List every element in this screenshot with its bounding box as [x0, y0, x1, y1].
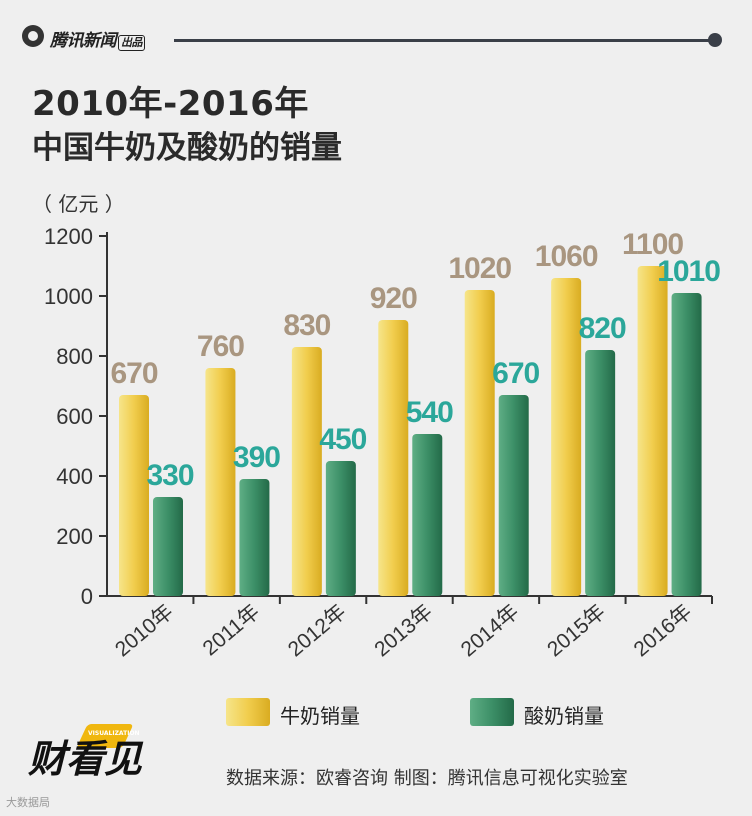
data-label-milk: 1020	[448, 252, 511, 285]
bar-milk	[291, 347, 322, 596]
bar-yogurt	[671, 293, 702, 596]
y-tick-label: 800	[56, 344, 93, 369]
data-label-yogurt: 330	[146, 459, 193, 492]
x-tick-label: 2013年	[370, 600, 437, 661]
bar-yogurt	[585, 350, 616, 596]
y-tick-label: 0	[81, 584, 93, 609]
data-label-yogurt: 540	[406, 396, 453, 429]
brand-name: 腾讯新闻 出品	[50, 26, 145, 51]
y-axis-unit-label: （ 亿元 ）	[32, 192, 125, 216]
x-tick-label: 2014年	[457, 600, 524, 661]
bar-yogurt	[412, 434, 443, 596]
y-tick-label: 600	[56, 404, 93, 429]
y-tick-label: 400	[56, 464, 93, 489]
data-label-yogurt: 670	[492, 357, 539, 390]
data-label-yogurt: 390	[233, 441, 280, 474]
legend-yogurt-label: 酸奶销量	[524, 704, 604, 728]
header-dot-icon	[708, 33, 722, 47]
legend-yogurt-swatch	[470, 698, 514, 726]
data-label-milk: 830	[283, 309, 330, 342]
bottom-logo-text: 财看见	[28, 737, 143, 781]
data-label-yogurt: 1010	[657, 255, 720, 288]
bar-milk	[464, 290, 495, 596]
bar-milk	[119, 395, 149, 596]
x-tick-label: 2011年	[199, 600, 264, 660]
header-divider	[174, 39, 714, 42]
brand-tag: 出品	[118, 35, 145, 51]
y-tick-label: 1200	[44, 224, 93, 249]
corner-watermark: 大数据局	[6, 796, 50, 809]
bar-yogurt	[498, 395, 529, 596]
bar-milk	[378, 320, 409, 596]
header-bar: 腾讯新闻 出品	[22, 22, 732, 52]
data-label-milk: 920	[370, 282, 417, 315]
x-tick-label: 2010年	[111, 600, 178, 661]
legend-milk-label: 牛奶销量	[280, 704, 360, 728]
source-note: 数据来源：欧睿咨询 制图：腾讯信息可视化实验室	[226, 768, 628, 789]
bar-yogurt	[325, 461, 356, 596]
legend-milk-swatch	[226, 698, 270, 726]
brand-text: 腾讯新闻	[50, 31, 117, 51]
bar-yogurt	[239, 479, 270, 596]
data-label-milk: 760	[197, 330, 244, 363]
x-tick-label: 2016年	[630, 600, 697, 661]
data-label-milk: 670	[110, 357, 157, 390]
data-label-yogurt: 820	[579, 312, 626, 345]
chart-title-line1: 2010年-2016年	[32, 84, 309, 124]
x-tick-label: 2015年	[543, 600, 610, 661]
bar-yogurt	[153, 497, 183, 596]
bar-milk	[637, 266, 668, 596]
y-tick-label: 1000	[44, 284, 93, 309]
chart-title-line2: 中国牛奶及酸奶的销量	[32, 130, 342, 166]
bar-milk	[551, 278, 582, 596]
data-label-yogurt: 450	[319, 423, 366, 456]
x-tick-label: 2012年	[284, 600, 351, 661]
bottom-logo-small-text: VISUALIZATION	[88, 730, 140, 737]
data-label-milk: 1100	[622, 228, 683, 261]
bottom-brand-logo: 财看见 VISUALIZATION	[28, 722, 148, 782]
tencent-logo-icon	[22, 25, 44, 47]
bar-milk	[205, 368, 236, 596]
data-label-milk: 1060	[535, 240, 598, 273]
y-tick-label: 200	[56, 524, 93, 549]
bar-chart: 0 200 400 600 800 1000 1200 670 330 2010年 760 390 20…	[44, 224, 721, 661]
